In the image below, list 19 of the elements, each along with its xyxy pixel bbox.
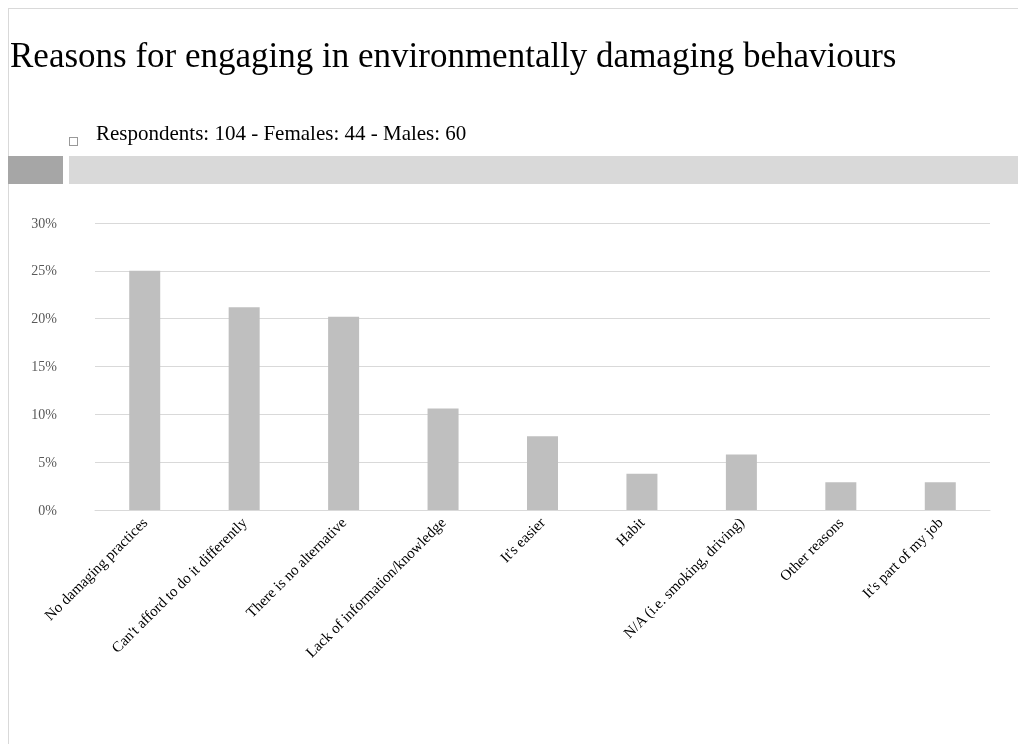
chart-subtitle: Respondents: 104 - Females: 44 - Males: 60 xyxy=(96,121,467,146)
bar xyxy=(129,270,161,510)
bar xyxy=(228,307,260,510)
bar xyxy=(924,482,956,510)
y-tick-label: 25% xyxy=(31,263,58,279)
bar xyxy=(427,408,459,510)
y-tick-label: 20% xyxy=(31,311,58,327)
bar xyxy=(328,316,360,510)
y-tick-label: 30% xyxy=(31,215,58,231)
y-tick-label: 10% xyxy=(31,406,58,422)
y-tick-label: 5% xyxy=(38,454,58,470)
y-tick-label: 0% xyxy=(38,502,58,518)
y-tick-label: 15% xyxy=(31,359,58,374)
bar xyxy=(626,473,658,510)
bar xyxy=(825,482,857,510)
bar xyxy=(725,454,757,510)
chart-title: Reasons for engaging in environmentally damaging behaviours xyxy=(10,36,897,76)
bar xyxy=(527,436,558,510)
x-tick-label: It's part of my job xyxy=(859,514,946,602)
